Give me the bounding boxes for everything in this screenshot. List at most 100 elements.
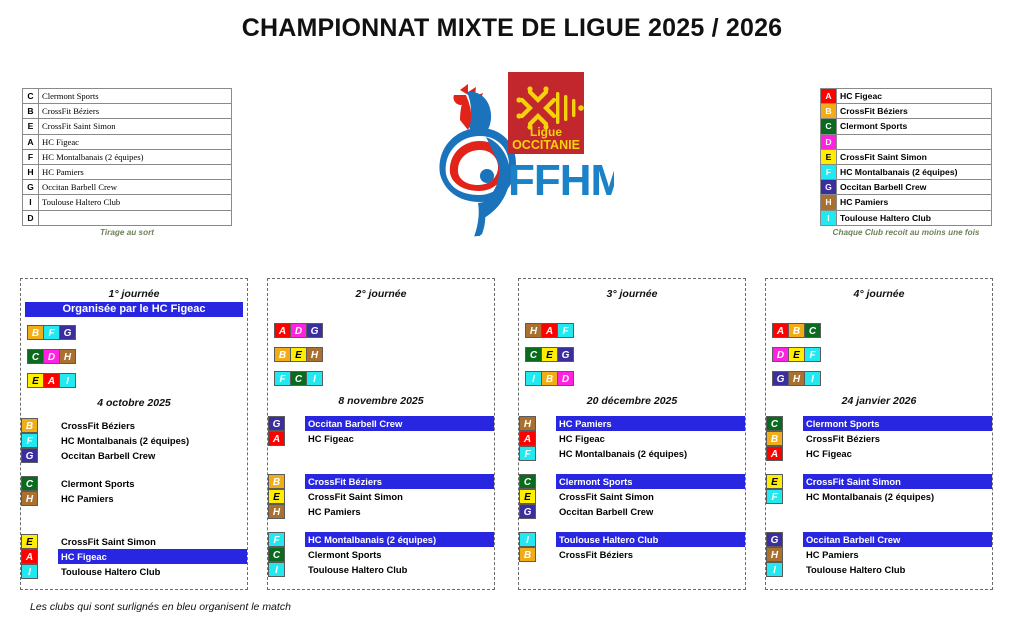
- legend-key-cell: A: [820, 87, 837, 105]
- legend-row: I Toulouse Haltero Club: [22, 194, 232, 211]
- footer-note: Les clubs qui sont surlignés en bleu org…: [30, 601, 291, 613]
- match-group[interactable]: G Occitan Barbell Crew A HC Figeac: [268, 416, 494, 461]
- draw-legend-table: C Clermont Sports B CrossFit Béziers E CrossF…: [22, 87, 232, 237]
- match-row[interactable]: A HC Figeac: [519, 431, 745, 446]
- match-row[interactable]: G Occitan Barbell Crew: [519, 504, 745, 519]
- match-row[interactable]: B CrossFit Béziers: [268, 474, 494, 489]
- match-host-club-name: Toulouse Haltero Club: [556, 532, 745, 547]
- match-row[interactable]: G Occitan Barbell Crew: [268, 416, 494, 431]
- match-club-key: G: [21, 448, 38, 463]
- match-group-spacer: [766, 504, 992, 519]
- pairing-grid-cell: H: [525, 323, 542, 338]
- journee-title: 4° journée: [853, 288, 905, 300]
- match-row[interactable]: G Occitan Barbell Crew: [21, 448, 247, 463]
- pairing-grid-cell: D: [557, 371, 574, 386]
- match-row[interactable]: G Occitan Barbell Crew: [766, 532, 992, 547]
- match-row[interactable]: H HC Pamiers: [766, 547, 992, 562]
- legend-row: G Occitan Barbell Crew: [820, 179, 992, 196]
- match-club-name: Clermont Sports: [61, 478, 135, 489]
- match-club-name: HC Figeac: [308, 433, 354, 444]
- match-group[interactable]: B CrossFit Béziers F HC Montalbanais (2 équ…: [21, 418, 247, 463]
- match-row[interactable]: I Toulouse Haltero Club: [21, 564, 247, 579]
- match-row[interactable]: I Toulouse Haltero Club: [268, 562, 494, 577]
- match-host-club-name: Clermont Sports: [803, 416, 992, 431]
- journee-title: 1° journée: [108, 288, 160, 300]
- match-row[interactable]: I Toulouse Haltero Club: [519, 532, 745, 547]
- match-row[interactable]: E CrossFit Saint Simon: [766, 474, 992, 489]
- match-group[interactable]: E CrossFit Saint Simon F HC Montalbanais (2…: [766, 474, 992, 519]
- match-group[interactable]: B CrossFit Béziers E CrossFit Saint Simon H H…: [268, 474, 494, 519]
- pairing-grid-cell: E: [541, 347, 558, 362]
- match-row[interactable]: F HC Montalbanais (2 équipes): [766, 489, 992, 504]
- match-row[interactable]: A HC Figeac: [21, 549, 247, 564]
- match-club-key: A: [766, 446, 783, 461]
- match-row[interactable]: F HC Montalbanais (2 équipes): [21, 433, 247, 448]
- match-row[interactable]: A HC Figeac: [268, 431, 494, 446]
- match-row[interactable]: E CrossFit Saint Simon: [268, 489, 494, 504]
- match-row[interactable]: C Clermont Sports: [268, 547, 494, 562]
- match-row[interactable]: C Clermont Sports: [519, 474, 745, 489]
- match-row[interactable]: A HC Figeac: [766, 446, 992, 461]
- match-row[interactable]: E CrossFit Saint Simon: [519, 489, 745, 504]
- match-club-key: E: [268, 489, 285, 504]
- match-row[interactable]: F HC Montalbanais (2 équipes): [519, 446, 745, 461]
- match-club-name: Toulouse Haltero Club: [806, 564, 906, 575]
- match-club-name: Toulouse Haltero Club: [61, 566, 161, 577]
- legend-row: H HC Pamiers: [22, 164, 232, 181]
- match-club-name: CrossFit Béziers: [806, 433, 880, 444]
- legend-club-name: CrossFit Saint Simon: [38, 118, 232, 135]
- match-group[interactable]: H HC Pamiers A HC Figeac F HC Montalbanais (2…: [519, 416, 745, 461]
- match-row[interactable]: I Toulouse Haltero Club: [766, 562, 992, 577]
- match-row[interactable]: H HC Pamiers: [519, 416, 745, 431]
- pairing-grid-cell: G: [306, 323, 323, 338]
- legend-key-cell: C: [820, 118, 837, 135]
- match-group[interactable]: F HC Montalbanais (2 équipes) C Clermont Sp…: [268, 532, 494, 577]
- pairing-grid-cell: F: [804, 347, 821, 362]
- match-row[interactable]: C Clermont Sports: [21, 476, 247, 491]
- legend-club-name: [836, 133, 992, 150]
- match-row[interactable]: F HC Montalbanais (2 équipes): [268, 532, 494, 547]
- legend-row: I Toulouse Haltero Club: [820, 209, 992, 226]
- match-host-club-name: CrossFit Saint Simon: [803, 474, 992, 489]
- match-club-name: HC Figeac: [559, 433, 605, 444]
- match-row[interactable]: B CrossFit Béziers: [766, 431, 992, 446]
- journee-panel-3[interactable]: 3° journée H A F C E G I B D 20 décembre 2025 H HC P…: [518, 278, 746, 590]
- match-row[interactable]: H HC Pamiers: [21, 491, 247, 506]
- match-group[interactable]: C Clermont Sports E CrossFit Saint Simon G Oc…: [519, 474, 745, 519]
- match-row[interactable]: H HC Pamiers: [268, 504, 494, 519]
- pairing-grid-cell: H: [788, 371, 805, 386]
- match-row[interactable]: C Clermont Sports: [766, 416, 992, 431]
- match-group[interactable]: E CrossFit Saint Simon A HC Figeac I Toulouse…: [21, 534, 247, 579]
- legend-key-cell: I: [820, 209, 837, 226]
- legend-key-cell: A: [22, 133, 39, 150]
- legend-club-name: Occitan Barbell Crew: [38, 179, 232, 196]
- pairing-grid-cell: C: [290, 371, 307, 386]
- match-group[interactable]: G Occitan Barbell Crew H HC Pamiers I Toulous…: [766, 532, 992, 577]
- match-club-name: CrossFit Béziers: [559, 549, 633, 560]
- match-club-key: E: [766, 474, 783, 489]
- legend-club-name: Clermont Sports: [836, 118, 992, 135]
- match-row[interactable]: B CrossFit Béziers: [21, 418, 247, 433]
- match-row[interactable]: B CrossFit Béziers: [519, 547, 745, 562]
- draw-legend-caption: Tirage au sort: [100, 227, 154, 237]
- match-club-key: A: [268, 431, 285, 446]
- journee-panel-2[interactable]: 2° journée A D G B E H F C I 8 novembre 2025 G Occit…: [267, 278, 495, 590]
- match-row[interactable]: E CrossFit Saint Simon: [21, 534, 247, 549]
- match-club-key: H: [21, 491, 38, 506]
- legend-key-cell: D: [820, 133, 837, 150]
- match-group[interactable]: I Toulouse Haltero Club B CrossFit Béziers: [519, 532, 745, 577]
- draw-legend-body: C Clermont Sports B CrossFit Béziers E CrossF…: [22, 87, 232, 226]
- legend-key-cell: E: [22, 118, 39, 135]
- journee-match-list: H HC Pamiers A HC Figeac F HC Montalbanais (2…: [519, 416, 745, 577]
- match-group[interactable]: C Clermont Sports H HC Pamiers: [21, 476, 247, 521]
- journee-panel-4[interactable]: 4° journée A B C D E F G H I 24 janvier 2026 C Clerm…: [765, 278, 993, 590]
- legend-club-name: HC Montalbanais (2 équipes): [38, 148, 232, 166]
- match-group[interactable]: C Clermont Sports B CrossFit Béziers A HC Fig…: [766, 416, 992, 461]
- pairing-grid-cell: B: [788, 323, 805, 338]
- legend-row: B CrossFit Béziers: [820, 103, 992, 120]
- journee-panel-1[interactable]: 1° journée Organisée par le HC Figeac B F G C…: [20, 278, 248, 590]
